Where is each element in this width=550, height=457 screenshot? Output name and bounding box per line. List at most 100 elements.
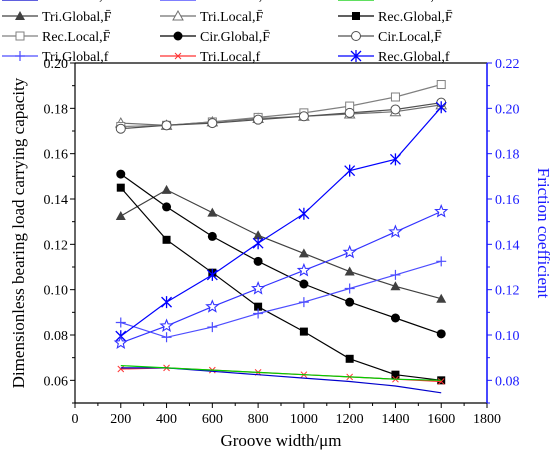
- legend-label: Cir.Global,f: [200, 0, 267, 4]
- square-marker: [437, 376, 446, 385]
- left-axis-title: Dimensionless bearing load carrying capa…: [9, 77, 28, 388]
- x-tick-label: 1000: [290, 412, 318, 427]
- legend-label: Rec.Local,F̄: [42, 29, 111, 45]
- x-marker: [437, 378, 445, 385]
- series-line: [120, 173, 442, 335]
- x-tick-label: 200: [110, 412, 131, 427]
- circle-marker: [253, 114, 264, 125]
- circle-marker: [162, 202, 172, 212]
- circle-marker: [345, 297, 355, 307]
- square-marker: [391, 370, 400, 379]
- square-marker: [345, 354, 354, 363]
- square-marker: [352, 12, 360, 20]
- legend-item: Cir.Local,f: [338, 0, 439, 4]
- right-tick-label: 0.18: [495, 148, 520, 163]
- series-cir-global-f: [113, 204, 449, 350]
- circle-marker: [344, 107, 355, 118]
- x-tick-label: 600: [202, 412, 223, 427]
- legend-label: Tri.Global,f: [42, 50, 109, 65]
- triangle-marker: [253, 230, 264, 240]
- triangle-marker: [207, 207, 218, 217]
- right-tick-label: 0.20: [495, 102, 520, 117]
- asterisk-marker: [252, 237, 264, 250]
- legend-item: Rec.Local,f: [2, 0, 108, 4]
- circle-marker: [436, 329, 446, 339]
- legend-item: Rec.Local,F̄: [2, 29, 111, 45]
- circle-marker: [298, 111, 309, 122]
- legend-label: Cir.Local,F̄: [378, 29, 442, 45]
- star-marker: [434, 204, 449, 218]
- asterisk-marker: [298, 207, 310, 220]
- legend-label: Tri.Local,f: [200, 50, 260, 65]
- x-tick-label: 800: [248, 412, 269, 427]
- asterisk-marker: [350, 50, 362, 62]
- asterisk-marker: [435, 101, 447, 114]
- plus-marker: [161, 332, 172, 343]
- series-line: [120, 365, 442, 381]
- plus-marker: [207, 322, 218, 333]
- circle-marker: [253, 256, 263, 266]
- star-marker: [159, 318, 174, 333]
- star-marker: [296, 262, 312, 277]
- x-tick-label: 1800: [473, 412, 501, 427]
- left-tick-label: 0.10: [44, 284, 69, 299]
- star-marker: [205, 299, 220, 313]
- right-tick-label: 0.22: [495, 57, 520, 72]
- triangle-marker: [344, 266, 355, 276]
- triangle-marker: [390, 281, 401, 291]
- plus-marker: [298, 297, 309, 308]
- triangle-marker: [161, 184, 172, 194]
- series-line: [120, 187, 442, 381]
- right-axis-title: Friction coefficient: [534, 168, 550, 299]
- circle-marker: [173, 31, 183, 41]
- x-tick-label: 400: [156, 412, 177, 427]
- x-tick-label: 0: [72, 412, 79, 427]
- x-axis-title: Groove width/μm: [220, 431, 341, 450]
- series-cir-global-f-: [116, 169, 446, 339]
- left-tick-label: 0.14: [44, 193, 69, 208]
- series-line: [120, 260, 442, 338]
- legend-item: Cir.Global,f: [160, 0, 267, 4]
- square-marker: [254, 302, 263, 311]
- square-marker: [436, 80, 446, 90]
- series-line: [120, 210, 442, 344]
- series-rec-global-f: [115, 101, 447, 343]
- circle-marker: [351, 31, 361, 41]
- square-marker: [390, 92, 400, 102]
- asterisk-marker: [344, 164, 356, 177]
- triangle-marker: [436, 293, 447, 303]
- star-marker: [113, 335, 128, 350]
- square-marker: [162, 235, 171, 244]
- left-tick-label: 0.20: [44, 57, 69, 72]
- plus-marker: [253, 308, 264, 319]
- square-marker: [15, 31, 25, 41]
- circle-marker: [299, 279, 309, 289]
- legend-label: Rec.Global,F̄: [378, 9, 453, 25]
- series-cir-local-f: [120, 365, 442, 381]
- triangle-marker: [15, 11, 25, 20]
- legend-label: Tri.Global,F̄: [42, 9, 112, 25]
- square-marker: [299, 327, 308, 336]
- left-tick-label: 0.16: [44, 148, 69, 163]
- right-tick-label: 0.12: [495, 284, 520, 299]
- asterisk-marker: [161, 296, 173, 309]
- plus-marker: [390, 269, 401, 280]
- x-marker: [174, 52, 182, 60]
- x-tick-label: 1200: [336, 412, 364, 427]
- plus-marker: [436, 256, 447, 267]
- asterisk-marker: [206, 268, 218, 281]
- left-tick-label: 0.08: [44, 329, 69, 344]
- legend: Tri.Global,F̄ Tri.Local,F̄ Rec.Global,F̄ Re…: [2, 0, 453, 65]
- circle-marker: [390, 104, 401, 115]
- right-tick-label: 0.14: [495, 238, 520, 253]
- circle-marker: [390, 313, 400, 323]
- series-line: [120, 102, 442, 130]
- x-marker: [117, 365, 125, 373]
- legend-item: Cir.Local,F̄: [338, 29, 442, 45]
- left-tick-label: 0.18: [44, 102, 69, 117]
- x-tick-label: 1600: [427, 412, 455, 427]
- legend-item: Cir.Global,F̄: [160, 29, 270, 45]
- plus-marker: [344, 283, 355, 294]
- legend-item: Rec.Global,f: [338, 50, 450, 65]
